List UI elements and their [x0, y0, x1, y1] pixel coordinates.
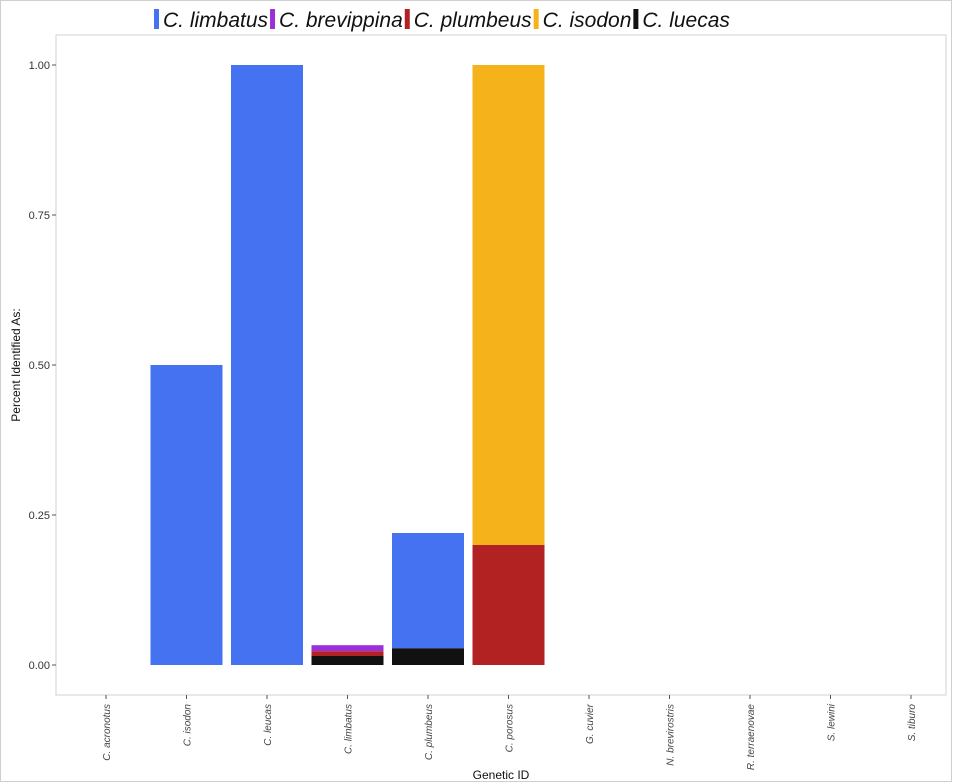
- legend-label-c-plumbeus: C. plumbeus: [414, 9, 532, 32]
- legend-swatch-c-limbatus: [154, 9, 159, 29]
- bar-c-porosus-c-plumbeus: [472, 545, 545, 665]
- x-tick-label-c-plumbeus: C. plumbeus: [424, 704, 435, 760]
- bar-c-porosus-c-isodon: [472, 65, 545, 545]
- x-tick-label-c-leucas: C. leucas: [263, 704, 274, 746]
- y-tick-label: 1.00: [29, 60, 50, 72]
- x-tick-label-c-isodon: C. isodon: [183, 704, 194, 747]
- x-tick-label-c-limbatus: C. limbatus: [344, 704, 355, 754]
- x-tick-label-g-cuvier: G. cuvier: [585, 703, 596, 744]
- bar-c-isodon-c-limbatus: [150, 365, 223, 665]
- x-axis-ticks: C. acronotus C. isodon C. leucas C. limbatu…: [102, 695, 918, 770]
- y-tick-label: 0.75: [29, 210, 50, 222]
- legend-label-c-limbatus: C. limbatus: [163, 9, 269, 32]
- y-axis-ticks: 0.00 0.25 0.50 0.75 1.00: [29, 60, 56, 672]
- legend-swatch-c-brevippina: [270, 9, 276, 29]
- x-tick-label-s-lewini: S. lewini: [827, 703, 838, 741]
- y-axis-title: Percent Identified As:: [9, 308, 23, 421]
- x-tick-label-c-acronotus: C. acronotus: [102, 704, 113, 761]
- bar-c-limbatus-c-brevippina: [311, 645, 384, 652]
- x-tick-label-s-tiburo: S. tiburo: [907, 704, 918, 742]
- legend-swatch-c-plumbeus: [404, 9, 410, 29]
- x-tick-label-c-porosus: C. porosus: [505, 704, 516, 752]
- bar-c-plumbeus-c-luecas: [392, 648, 464, 665]
- legend-label-c-isodon: C. isodon: [543, 9, 632, 32]
- bar-c-limbatus-c-plumbeus: [311, 651, 384, 656]
- bars: [150, 65, 545, 665]
- legend-label-c-brevippina: C. brevippina: [279, 9, 403, 32]
- bar-c-limbatus-c-luecas: [311, 656, 384, 665]
- bar-c-leucas-c-limbatus: [231, 65, 303, 665]
- y-tick-label: 0.00: [29, 660, 50, 672]
- x-tick-label-r-terraenovae: R. terraenovae: [746, 704, 757, 771]
- legend-swatch-c-isodon: [533, 9, 539, 29]
- legend-swatch-c-luecas: [633, 9, 639, 29]
- x-tick-label-n-brevirostris: N. brevirostris: [666, 704, 677, 766]
- y-tick-label: 0.25: [29, 510, 50, 522]
- x-axis-title: Genetic ID: [473, 768, 530, 782]
- legend-label-c-luecas: C. luecas: [642, 9, 730, 32]
- bar-c-plumbeus-c-limbatus: [392, 533, 464, 649]
- legend: C. limbatus C. brevippina C. plumbeus C. is…: [154, 9, 730, 32]
- y-tick-label: 0.50: [29, 360, 50, 372]
